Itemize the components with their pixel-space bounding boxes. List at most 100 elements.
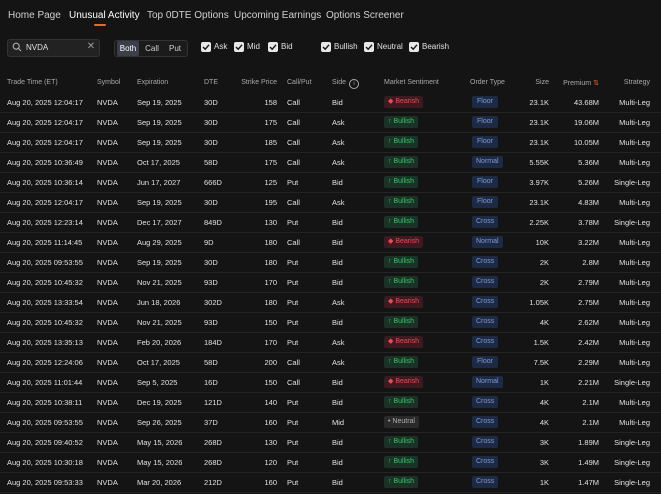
cell-symbol[interactable]: NVDA bbox=[97, 418, 118, 427]
table-row[interactable]: Aug 20, 2025 10:45:32 NVDA Nov 21, 2025 93D… bbox=[0, 312, 661, 333]
table-row[interactable]: Aug 20, 2025 09:40:52 NVDA May 15, 2026 268… bbox=[0, 432, 661, 453]
order-type-badge: Floor bbox=[472, 116, 498, 128]
sentiment-badge: ↑ Bullish bbox=[384, 476, 419, 488]
header-strategy[interactable]: Strategy bbox=[623, 79, 650, 86]
cell-call-put: Put bbox=[287, 458, 299, 467]
order-type-badge: Normal bbox=[472, 376, 503, 388]
table-row[interactable]: Aug 20, 2025 13:35:13 NVDA Feb 20, 2026 184… bbox=[0, 332, 661, 353]
cell-symbol[interactable]: NVDA bbox=[97, 478, 118, 487]
cell-symbol[interactable]: NVDA bbox=[97, 318, 118, 327]
sentiment-label: Bullish bbox=[393, 158, 415, 165]
table-row[interactable]: Aug 20, 2025 12:04:17 NVDA Sep 19, 2025 30D… bbox=[0, 132, 661, 153]
cell-symbol[interactable]: NVDA bbox=[97, 98, 118, 107]
cell-side: Bid bbox=[332, 318, 343, 327]
table-row[interactable]: Aug 20, 2025 12:23:14 NVDA Dec 17, 2027 849… bbox=[0, 212, 661, 233]
cell-expiration: Sep 26, 2025 bbox=[137, 418, 182, 427]
cell-strategy: Single-Leg bbox=[614, 478, 650, 487]
table-row[interactable]: Aug 20, 2025 10:36:14 NVDA Jun 17, 2027 666… bbox=[0, 172, 661, 193]
cell-symbol[interactable]: NVDA bbox=[97, 438, 118, 447]
cell-trade-time: Aug 20, 2025 10:36:14 bbox=[7, 178, 83, 187]
cell-symbol[interactable]: NVDA bbox=[97, 378, 118, 387]
header-call-put[interactable]: Call/Put bbox=[287, 79, 312, 86]
cell-strike-price: 140 bbox=[264, 398, 277, 407]
header-strike-price[interactable]: Strike Price bbox=[241, 79, 277, 86]
tab-top-0dte-options[interactable]: Top 0DTE Options bbox=[147, 10, 229, 21]
table-row[interactable]: Aug 20, 2025 09:53:33 NVDA Mar 20, 2026 212… bbox=[0, 472, 661, 493]
symbol-search-input[interactable] bbox=[26, 41, 84, 54]
table-row[interactable]: Aug 20, 2025 09:53:55 NVDA Sep 19, 2025 30D… bbox=[0, 252, 661, 273]
cell-symbol[interactable]: NVDA bbox=[97, 358, 118, 367]
cell-symbol[interactable]: NVDA bbox=[97, 218, 118, 227]
toggle-put-button[interactable]: Put bbox=[168, 44, 181, 53]
cell-strike-price: 185 bbox=[264, 138, 277, 147]
cell-side: Bid bbox=[332, 438, 343, 447]
cell-strategy: Multi-Leg bbox=[619, 258, 650, 267]
cell-symbol[interactable]: NVDA bbox=[97, 158, 118, 167]
table-row[interactable]: Aug 20, 2025 10:45:32 NVDA Nov 21, 2025 93D… bbox=[0, 272, 661, 293]
header-trade-time[interactable]: Trade Time (ET) bbox=[7, 79, 58, 86]
cell-premium: 3.78M bbox=[578, 218, 599, 227]
tab-unusual-activity[interactable]: Unusual Activity bbox=[69, 10, 140, 21]
cell-symbol[interactable]: NVDA bbox=[97, 458, 118, 467]
cell-expiration: Nov 21, 2025 bbox=[137, 278, 182, 287]
header-dte[interactable]: DTE bbox=[204, 79, 218, 86]
clear-search-icon[interactable]: ✕ bbox=[86, 41, 96, 52]
cell-side: Ask bbox=[332, 158, 345, 167]
cell-symbol[interactable]: NVDA bbox=[97, 338, 118, 347]
cell-premium: 3.22M bbox=[578, 238, 599, 247]
table-row[interactable]: Aug 20, 2025 12:04:17 NVDA Sep 19, 2025 30D… bbox=[0, 192, 661, 213]
tab-options-screener[interactable]: Options Screener bbox=[326, 10, 404, 21]
cell-side: Bid bbox=[332, 278, 343, 287]
cell-symbol[interactable]: NVDA bbox=[97, 278, 118, 287]
header-order-type[interactable]: Order Type bbox=[470, 79, 505, 86]
cell-trade-time: Aug 20, 2025 09:53:33 bbox=[7, 478, 83, 487]
table-header: Trade Time (ET) Symbol Expiration DTE St… bbox=[0, 76, 661, 90]
cell-symbol[interactable]: NVDA bbox=[97, 258, 118, 267]
table-row[interactable]: Aug 20, 2025 10:38:11 NVDA Dec 19, 2025 121… bbox=[0, 392, 661, 413]
cell-trade-time: Aug 20, 2025 10:45:32 bbox=[7, 278, 83, 287]
cell-symbol[interactable]: NVDA bbox=[97, 398, 118, 407]
header-market-sentiment[interactable]: Market Sentiment bbox=[384, 79, 439, 86]
cell-trade-time: Aug 20, 2025 12:24:06 bbox=[7, 358, 83, 367]
cell-side: Bid bbox=[332, 478, 343, 487]
header-symbol[interactable]: Symbol bbox=[97, 79, 121, 86]
table-row[interactable]: Aug 20, 2025 12:24:06 NVDA Oct 17, 2025 58D… bbox=[0, 352, 661, 373]
cell-expiration: Sep 19, 2025 bbox=[137, 138, 182, 147]
checkbox-label: Bullish bbox=[334, 42, 358, 51]
checkbox-label: Neutral bbox=[377, 42, 403, 51]
cell-symbol[interactable]: NVDA bbox=[97, 178, 118, 187]
sort-desc-icon[interactable]: ⇅ bbox=[593, 80, 599, 87]
table-row[interactable]: Aug 20, 2025 12:04:17 NVDA Sep 19, 2025 30D… bbox=[0, 112, 661, 133]
cell-trade-time: Aug 20, 2025 11:14:45 bbox=[7, 238, 83, 247]
table-row[interactable]: Aug 20, 2025 13:33:54 NVDA Jun 18, 2026 302… bbox=[0, 292, 661, 313]
table-row[interactable]: Aug 20, 2025 11:14:45 NVDA Aug 29, 2025 9D 1… bbox=[0, 232, 661, 253]
header-expiration[interactable]: Expiration bbox=[137, 79, 169, 86]
table-row[interactable]: Aug 20, 2025 10:30:18 NVDA May 15, 2026 268… bbox=[0, 452, 661, 473]
cell-call-put: Put bbox=[287, 298, 299, 307]
table-row[interactable]: Aug 20, 2025 10:36:49 NVDA Oct 17, 2025 58D… bbox=[0, 152, 661, 173]
order-type-badge: Cross bbox=[472, 316, 499, 328]
info-icon[interactable]: i bbox=[349, 79, 360, 89]
header-size[interactable]: Size bbox=[535, 79, 549, 86]
cell-strike-price: 130 bbox=[264, 218, 277, 227]
cell-symbol[interactable]: NVDA bbox=[97, 118, 118, 127]
cell-symbol[interactable]: NVDA bbox=[97, 138, 118, 147]
table-row[interactable]: Aug 20, 2025 11:01:44 NVDA Sep 5, 2025 16D 1… bbox=[0, 372, 661, 393]
header-premium[interactable]: Premium ⇅ bbox=[560, 79, 599, 87]
cell-strike-price: 175 bbox=[264, 118, 277, 127]
cell-symbol[interactable]: NVDA bbox=[97, 198, 118, 207]
tab-upcoming-earnings[interactable]: Upcoming Earnings bbox=[234, 10, 322, 21]
cell-trade-time: Aug 20, 2025 11:01:44 bbox=[7, 378, 83, 387]
table-row[interactable]: Aug 20, 2025 09:53:55 NVDA Sep 26, 2025 37D… bbox=[0, 412, 661, 433]
toggle-call-button[interactable]: Call bbox=[145, 44, 159, 53]
tab-home-page[interactable]: Home Page bbox=[8, 10, 61, 21]
header-side[interactable]: Side i bbox=[332, 79, 360, 89]
cell-side: Bid bbox=[332, 378, 343, 387]
cell-symbol[interactable]: NVDA bbox=[97, 238, 118, 247]
cell-size: 1K bbox=[539, 478, 549, 487]
cell-symbol[interactable]: NVDA bbox=[97, 298, 118, 307]
cell-premium: 43.68M bbox=[573, 98, 599, 107]
toggle-both-button[interactable]: Both bbox=[117, 41, 139, 56]
table-row[interactable]: Aug 20, 2025 12:04:17 NVDA Sep 19, 2025 30D… bbox=[0, 92, 661, 113]
diamond-icon: ◆ bbox=[388, 378, 394, 385]
